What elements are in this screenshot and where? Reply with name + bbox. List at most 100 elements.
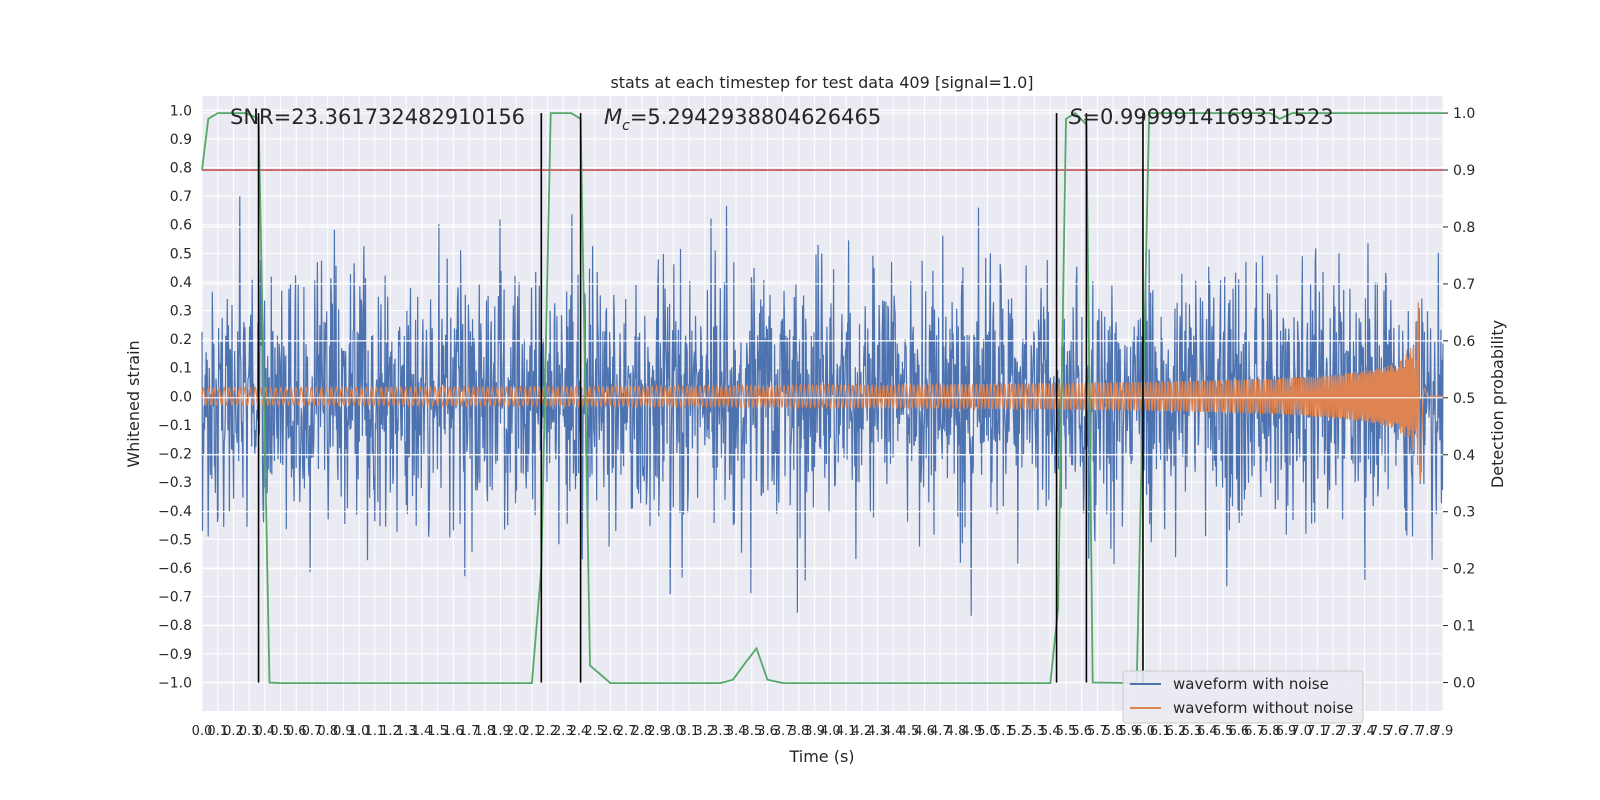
- x-tick-label: 7.3: [1338, 724, 1359, 739]
- x-tick-label: 7.4: [1354, 724, 1375, 739]
- x-tick-label: 5.5: [1056, 724, 1077, 739]
- y-tick-label: 0.7: [170, 189, 192, 205]
- x-tick-label: 1.5: [427, 724, 448, 739]
- detection-probability-line: [201, 111, 1443, 685]
- spin-symbol: S: [1069, 105, 1082, 129]
- x-tick-label: 3.7: [773, 724, 794, 739]
- x-tick-label: 0.1: [207, 724, 228, 739]
- x-tick-label: 3.3: [710, 724, 731, 739]
- x-tick-label: 5.1: [993, 724, 1014, 739]
- x-tick-label: 0.5: [270, 724, 291, 739]
- x-tick-label: 0.0: [192, 724, 213, 739]
- x-tick-label: 1.6: [443, 724, 464, 739]
- y-tick-label: −0.8: [158, 618, 192, 634]
- y-tick-label: 0.1: [170, 361, 192, 377]
- chart-title: stats at each timestep for test data 409…: [610, 73, 1033, 92]
- x-tick-label: 4.5: [899, 724, 920, 739]
- y2-tick-label: 0.3: [1453, 505, 1475, 521]
- legend-box: [1122, 670, 1364, 724]
- x-tick-label: 1.4: [412, 724, 433, 739]
- x-tick-label: 6.0: [1134, 724, 1155, 739]
- x-tick-label: 2.7: [616, 724, 637, 739]
- x-tick-label: 6.3: [1181, 724, 1202, 739]
- y-tick-label: −0.6: [158, 561, 192, 577]
- x-tick-label: 7.5: [1370, 724, 1391, 739]
- detection-marker-lines: [257, 113, 1144, 683]
- x-tick-label: 1.8: [474, 724, 495, 739]
- x-tick-label: 0.9: [333, 724, 354, 739]
- x-tick-label: 4.7: [930, 724, 951, 739]
- clean-waveform-line: [201, 302, 1443, 481]
- y2-axis-ticks: 1.0 0.9 0.8 0.7 0.6 0.5 0.4 0.3 0.2 0.1 0.0: [1443, 106, 1475, 692]
- y2-tick-label: 0.7: [1453, 277, 1475, 293]
- y2-tick-label: 0.1: [1453, 619, 1475, 635]
- y-tick-label: 1.0: [170, 103, 192, 119]
- x-tick-label: 4.8: [946, 724, 967, 739]
- y-tick-label: 0.5: [170, 246, 192, 262]
- y2-tick-label: 0.5: [1453, 391, 1475, 407]
- x-tick-label: 5.9: [1118, 724, 1139, 739]
- x-tick-label: 3.0: [663, 724, 684, 739]
- x-tick-label: 6.1: [1150, 724, 1171, 739]
- x-tick-label: 5.4: [1040, 724, 1061, 739]
- x-tick-label: 0.3: [239, 724, 260, 739]
- y-tick-label: 0.3: [170, 304, 192, 320]
- y-tick-label: 0.0: [170, 389, 192, 405]
- x-axis-ticks: 0.00.10.20.30.40.50.60.70.80.91.01.11.21…: [192, 724, 1454, 739]
- series-detection-probability: [201, 111, 1443, 685]
- legend-label-without-noise: waveform without noise: [1173, 699, 1353, 717]
- x-tick-label: 4.2: [851, 724, 872, 739]
- x-tick-label: 5.6: [1071, 724, 1092, 739]
- x-tick-label: 0.2: [223, 724, 244, 739]
- y-tick-label: −1.0: [158, 675, 192, 691]
- chirp-mass-symbol: M: [604, 105, 622, 129]
- x-tick-label: 2.2: [537, 724, 558, 739]
- x-tick-label: 3.9: [804, 724, 825, 739]
- x-tick-label: 5.0: [977, 724, 998, 739]
- x-tick-label: 7.8: [1417, 724, 1438, 739]
- x-tick-label: 1.1: [364, 724, 385, 739]
- x-tick-label: 0.8: [317, 724, 338, 739]
- x-tick-label: 1.0: [349, 724, 370, 739]
- x-tick-label: 7.2: [1323, 724, 1344, 739]
- x-tick-label: 1.7: [459, 724, 480, 739]
- x-tick-label: 4.1: [836, 724, 857, 739]
- y-tick-label: 0.8: [170, 161, 192, 177]
- x-tick-label: 3.1: [679, 724, 700, 739]
- x-tick-label: 7.6: [1386, 724, 1407, 739]
- x-tick-label: 0.7: [302, 724, 323, 739]
- x-tick-label: 3.6: [757, 724, 778, 739]
- x-tick-label: 1.9: [490, 724, 511, 739]
- x-tick-label: 6.4: [1197, 724, 1218, 739]
- y2-tick-label: 1.0: [1453, 106, 1475, 122]
- x-tick-label: 5.3: [1024, 724, 1045, 739]
- legend-label-with-noise: waveform with noise: [1173, 675, 1329, 693]
- x-tick-label: 7.7: [1401, 724, 1422, 739]
- x-tick-label: 4.4: [883, 724, 904, 739]
- x-axis-label: Time (s): [788, 747, 854, 766]
- y2-tick-label: 0.4: [1453, 448, 1475, 464]
- x-tick-label: 7.9: [1433, 724, 1454, 739]
- y-tick-label: −0.9: [158, 647, 192, 663]
- x-tick-label: 2.6: [600, 724, 621, 739]
- y-tick-label: −0.4: [158, 504, 192, 520]
- chirp-mass-annotation: Mc=5.2942938804626465: [604, 105, 881, 134]
- x-tick-label: 0.4: [254, 724, 275, 739]
- x-tick-label: 2.9: [647, 724, 668, 739]
- snr-annotation: SNR=23.361732482910156: [230, 105, 525, 129]
- x-tick-label: 2.0: [506, 724, 527, 739]
- x-tick-label: 3.8: [789, 724, 810, 739]
- y-tick-label: −0.1: [158, 418, 192, 434]
- chirp-mass-subscript: c: [622, 118, 630, 134]
- y2-tick-label: 0.9: [1453, 163, 1475, 179]
- x-tick-label: 6.5: [1213, 724, 1234, 739]
- x-tick-label: 3.5: [741, 724, 762, 739]
- y-tick-label: 0.4: [170, 275, 192, 291]
- x-tick-label: 0.6: [286, 724, 307, 739]
- spin-value: =0.9999914169311523: [1082, 105, 1333, 129]
- chirp-mass-value: =5.2942938804626465: [630, 105, 881, 129]
- x-tick-label: 5.8: [1103, 724, 1124, 739]
- x-tick-label: 2.5: [584, 724, 605, 739]
- x-tick-label: 7.0: [1291, 724, 1312, 739]
